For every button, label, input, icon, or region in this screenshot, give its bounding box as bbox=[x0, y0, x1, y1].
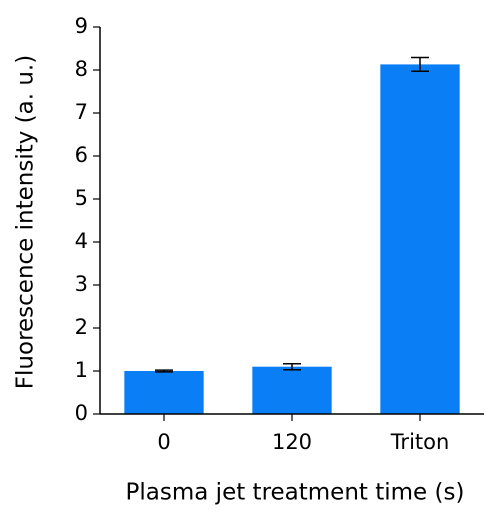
bar bbox=[380, 64, 460, 414]
x-axis-label: Plasma jet treatment time (s) bbox=[126, 480, 465, 506]
y-tick-label: 9 bbox=[75, 14, 88, 38]
y-tick-label: 2 bbox=[75, 315, 88, 339]
bar bbox=[252, 366, 332, 414]
y-tick-label: 0 bbox=[75, 401, 88, 425]
y-tick-label: 6 bbox=[75, 143, 88, 167]
bar bbox=[124, 371, 204, 414]
y-tick-label: 7 bbox=[75, 100, 88, 124]
x-tick-label: 120 bbox=[272, 430, 312, 454]
y-tick-label: 8 bbox=[75, 57, 88, 81]
x-tick-label: Triton bbox=[390, 430, 450, 454]
y-tick-label: 5 bbox=[75, 186, 88, 210]
y-tick-label: 4 bbox=[75, 229, 88, 253]
y-tick-label: 3 bbox=[75, 272, 88, 296]
x-tick-label: 0 bbox=[157, 430, 170, 454]
y-tick-label: 1 bbox=[75, 358, 88, 382]
y-axis-label: Fluorescence intensity (a. u.) bbox=[13, 55, 39, 389]
